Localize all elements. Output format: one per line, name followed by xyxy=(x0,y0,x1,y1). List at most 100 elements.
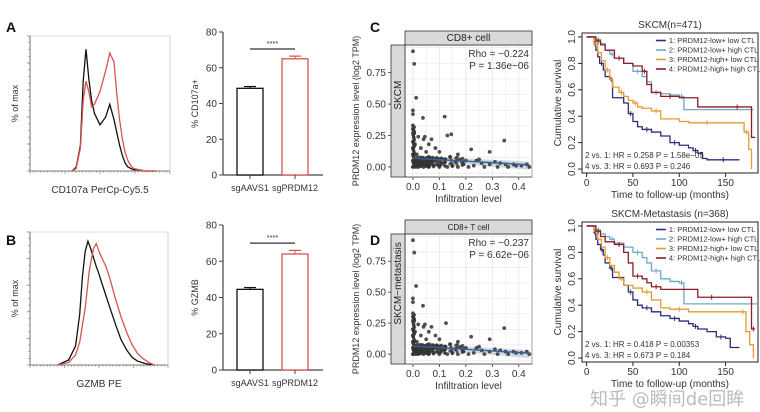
data-point xyxy=(445,133,450,138)
significance-label: **** xyxy=(267,233,279,242)
facet-strip-top-label: CD8+ cell xyxy=(447,33,491,44)
data-point xyxy=(448,162,452,166)
y-tick-label: 80 xyxy=(206,28,218,39)
data-point xyxy=(430,343,434,347)
y-tick-label: 0.6 xyxy=(567,82,578,96)
y-tick-label: 0.8 xyxy=(567,245,578,259)
x-tick-label: 0.1 xyxy=(432,369,446,380)
km-title: SKCM-Metastasis (n=368) xyxy=(611,209,729,220)
data-point xyxy=(414,95,419,100)
data-point xyxy=(469,334,474,339)
data-point xyxy=(412,152,417,157)
hr-annotation-2: 4 vs. 3: HR = 0.693 P = 0.246 xyxy=(585,162,691,171)
data-point xyxy=(430,347,435,351)
y-tick-label: 0.75 xyxy=(367,68,387,79)
data-point xyxy=(416,165,420,169)
y-tick-label: 0.6 xyxy=(567,271,578,285)
data-point xyxy=(456,339,460,344)
y-tick-label: 20 xyxy=(206,135,218,146)
y-tick-label: 0.2 xyxy=(567,324,578,338)
data-point xyxy=(439,160,443,164)
y-tick-label: 60 xyxy=(206,257,218,268)
data-point xyxy=(411,49,415,54)
facet-strip-top xyxy=(404,219,533,235)
histogram-line-sgprdm12 xyxy=(57,242,155,366)
data-point xyxy=(434,159,438,164)
y-tick-label: 0.4 xyxy=(567,298,578,312)
data-point xyxy=(430,155,434,159)
histogram-line-sgaavs1 xyxy=(57,239,155,366)
data-point xyxy=(443,164,447,168)
data-point xyxy=(429,324,434,329)
data-point xyxy=(411,296,415,301)
x-axis-label: Infiltration level xyxy=(435,381,502,392)
data-point xyxy=(426,161,431,165)
bar-chart-B_bar: 0 20 40 60 80 sgAAVS1 sgPRDM12 **** % GZMB xyxy=(190,221,323,388)
regression-line xyxy=(412,157,530,166)
y-tick-label: 1.0 xyxy=(567,30,578,44)
survival-curve-3 xyxy=(586,36,753,170)
data-point xyxy=(411,300,415,304)
data-point xyxy=(411,135,416,140)
x-tick-label: sgAAVS1 xyxy=(231,183,269,193)
histogram-line-sgprdm12 xyxy=(71,51,156,172)
y-tick-label: 0.50 xyxy=(367,288,387,299)
data-point xyxy=(438,344,443,348)
x-axis-label: Infiltration level xyxy=(435,194,502,205)
y-tick-label: 1.0 xyxy=(567,219,578,233)
histogram-B_hist: GZMB PE % of max xyxy=(10,231,169,390)
data-point xyxy=(442,114,447,119)
data-point xyxy=(424,164,428,168)
x-tick-label: 0 xyxy=(584,367,590,378)
x-tick-label: 0.3 xyxy=(485,182,499,193)
data-point xyxy=(437,337,442,342)
x-tick-label: sgAAVS1 xyxy=(231,378,269,388)
data-point xyxy=(454,343,458,347)
x-axis-label: Time to follow-up (months) xyxy=(611,190,729,201)
y-tick-label: 0 xyxy=(211,366,217,377)
facet-strip-top xyxy=(404,30,533,46)
data-point xyxy=(416,352,420,356)
x-tick-label: 0 xyxy=(584,178,590,189)
data-point xyxy=(412,346,417,350)
x-tick-label: 100 xyxy=(671,178,688,189)
data-point xyxy=(421,303,425,308)
x-tick-label: 0.2 xyxy=(459,182,473,193)
y-tick-label: 80 xyxy=(206,221,218,232)
data-point xyxy=(487,162,492,167)
data-point xyxy=(412,125,417,129)
panel-label-b: B xyxy=(6,232,16,248)
km-plot-D_km: SKCM-Metastasis (n=368) 1: PRDM12-low+ lo… xyxy=(553,209,760,390)
y-tick-label: 0.75 xyxy=(367,257,387,268)
data-point xyxy=(412,164,416,168)
x-tick-label: 100 xyxy=(671,367,688,378)
data-point xyxy=(412,340,417,344)
y-tick-label: 0.50 xyxy=(367,100,387,111)
hr-annotation-1: 2 vs. 1: HR = 0.258 P = 1.58e−05 xyxy=(585,151,704,160)
data-point xyxy=(426,329,431,334)
plot-frame xyxy=(581,32,759,174)
data-point xyxy=(426,348,431,353)
data-point xyxy=(422,347,426,352)
data-point xyxy=(411,112,415,117)
bar-chart-A_bar: 0 20 40 60 80 sgAAVS1 sgPRDM12 **** % CD107a+ xyxy=(190,28,323,193)
y-tick-label: 0.0 xyxy=(567,351,578,365)
data-point xyxy=(429,137,434,142)
hr-annotation-1: 2 vs. 1: HR = 0.418 P = 0.00353 xyxy=(585,340,700,349)
data-point xyxy=(414,284,419,288)
survival-curve-2 xyxy=(586,225,758,305)
y-axis-label: Cumulative survival xyxy=(553,249,564,336)
y-tick-label: 0.00 xyxy=(367,162,387,173)
data-point xyxy=(433,333,438,338)
data-point xyxy=(502,326,507,330)
data-point xyxy=(460,163,464,167)
data-point xyxy=(439,163,443,167)
data-point xyxy=(450,351,454,356)
y-tick-label: 0.2 xyxy=(567,135,578,149)
data-point xyxy=(411,142,416,146)
data-point xyxy=(436,351,440,355)
facet-strip-side xyxy=(390,44,406,178)
x-tick-label: 50 xyxy=(627,367,639,378)
y-tick-label: 0.0 xyxy=(567,162,578,176)
